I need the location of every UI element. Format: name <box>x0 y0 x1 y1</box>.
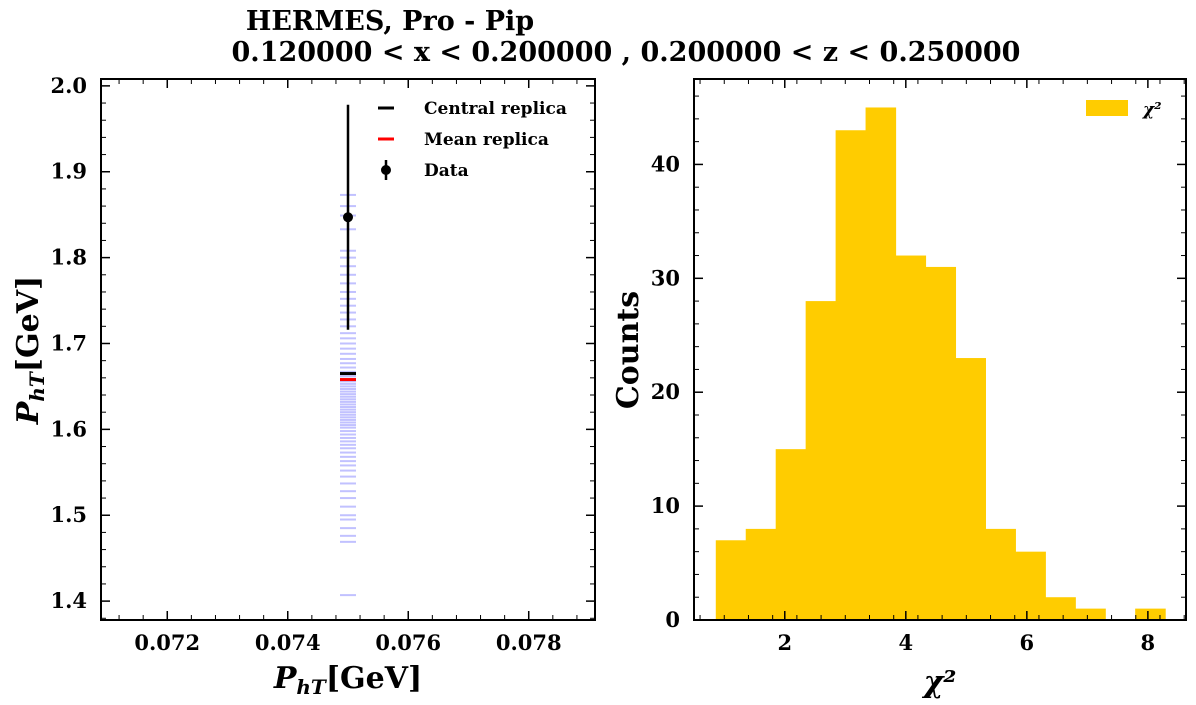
histogram-bar <box>835 130 867 620</box>
right-plot-panel: 2 4 6 8 0 10 20 30 40 χ² χ² Counts <box>611 78 1187 700</box>
histogram-bar <box>1135 608 1166 620</box>
y-tick-label: 30 <box>651 265 680 290</box>
x-tick-label: 0.076 <box>375 630 441 655</box>
right-legend: χ² <box>1086 100 1162 120</box>
left-y-axis-label: PhT[GeV] <box>11 276 49 425</box>
histogram-bar <box>895 255 927 620</box>
y-tick-label: 1.6 <box>50 416 87 441</box>
left-plot-panel: 0.072 0.074 0.076 0.078 1.4 1.5 1.6 1.7 1.8 1.9 2.… <box>11 73 596 699</box>
legend-entry-label: Mean replica <box>424 130 549 150</box>
histogram-bar <box>1015 551 1046 620</box>
histogram-bar <box>715 540 747 620</box>
left-x-axis-label: PhT[GeV] <box>273 661 422 699</box>
histogram-bar <box>865 107 897 620</box>
legend-hist-swatch <box>1086 100 1128 116</box>
y-tick-label: 0 <box>665 607 680 632</box>
chart-title-line2: 0.120000 < x < 0.200000 , 0.200000 < z <… <box>232 37 1021 68</box>
y-tick-label: 1.7 <box>50 330 87 355</box>
right-x-axis-label: χ² <box>922 665 957 700</box>
chart-title-line1: HERMES, Pro - Pip <box>246 6 534 37</box>
data-point <box>343 212 353 223</box>
histogram-bar <box>925 266 957 620</box>
y-tick-label: 10 <box>651 493 680 518</box>
x-tick-label: 0.072 <box>134 630 200 655</box>
histogram-bar <box>1075 608 1106 620</box>
legend-entry-label: Central replica <box>424 99 567 119</box>
histogram-bar <box>745 528 777 620</box>
y-tick-label: 40 <box>651 151 680 176</box>
left-axis-ticks: 0.072 0.074 0.076 0.078 1.4 1.5 1.6 1.7 1.8 1.9 2.… <box>50 73 595 655</box>
left-legend: Central replica Mean replica Data <box>378 99 567 181</box>
histogram-bar <box>775 449 807 620</box>
y-tick-label: 20 <box>651 379 680 404</box>
y-tick-label: 1.8 <box>50 245 87 270</box>
left-plot-marks <box>340 104 356 382</box>
y-tick-label: 1.9 <box>50 159 87 184</box>
histogram-bar <box>1045 597 1076 620</box>
legend-entry-label: χ² <box>1142 100 1162 120</box>
right-axes-frame <box>693 78 1187 621</box>
left-axes-frame <box>100 78 596 621</box>
histogram-bars <box>715 107 1166 620</box>
x-tick-label: 0.074 <box>255 630 321 655</box>
right-axis-ticks: 2 4 6 8 0 10 20 30 40 <box>651 79 1186 655</box>
histogram-bar <box>805 301 837 620</box>
replica-lines <box>340 193 356 597</box>
x-tick-label: 6 <box>1020 630 1035 655</box>
legend-data-swatch <box>381 165 391 175</box>
y-tick-label: 2.0 <box>50 73 87 98</box>
histogram-bar <box>955 358 986 620</box>
y-tick-label: 1.4 <box>50 588 87 613</box>
right-y-axis-label: Counts <box>611 291 646 409</box>
x-tick-label: 8 <box>1141 630 1156 655</box>
legend-entry-label: Data <box>424 161 469 181</box>
x-tick-label: 4 <box>898 630 913 655</box>
y-tick-label: 1.5 <box>50 502 87 527</box>
x-tick-label: 2 <box>777 630 792 655</box>
x-tick-label: 0.078 <box>496 630 562 655</box>
histogram-bar <box>985 528 1016 620</box>
